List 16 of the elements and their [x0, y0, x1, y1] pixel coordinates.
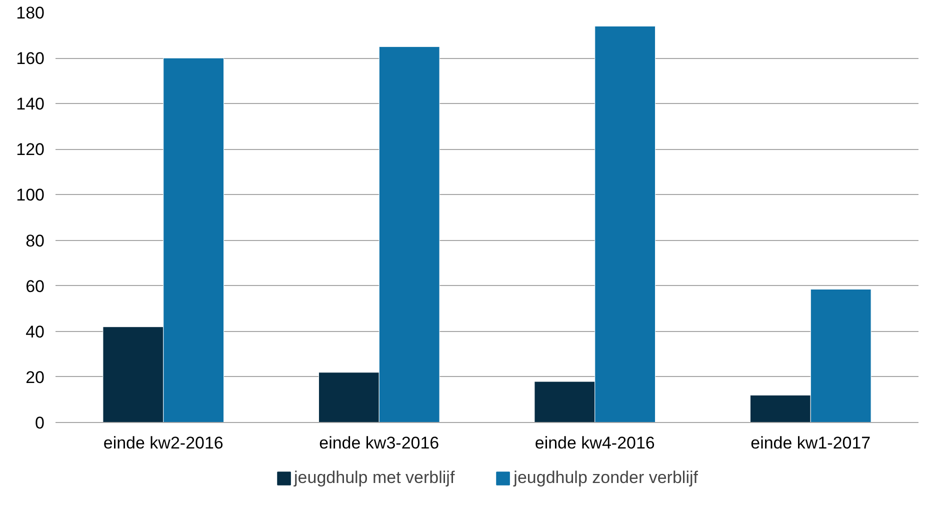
y-tick-label: 100 [16, 186, 45, 205]
x-tick-label: einde kw1-2017 [750, 434, 871, 452]
legend-label: jeugdhulp zonder verblijf [514, 468, 698, 488]
y-tick-label: 40 [26, 322, 45, 342]
x-tick-label: einde kw3-2016 [319, 434, 440, 452]
y-tick-label: 80 [26, 231, 45, 250]
y-tick-label: 0 [35, 414, 45, 432]
y-tick-label: 120 [16, 140, 45, 160]
y-tick-label: 60 [26, 276, 45, 296]
y-tick-label: 20 [26, 368, 45, 387]
y-tick-label: 180 [16, 4, 45, 22]
legend-label: jeugdhulp met verblijf [294, 468, 455, 488]
x-tick-label: einde kw4-2016 [534, 434, 655, 452]
y-tick-label: 160 [16, 49, 45, 68]
y-tick-label: 140 [16, 94, 45, 114]
x-tick-label: einde kw2-2016 [103, 434, 224, 452]
